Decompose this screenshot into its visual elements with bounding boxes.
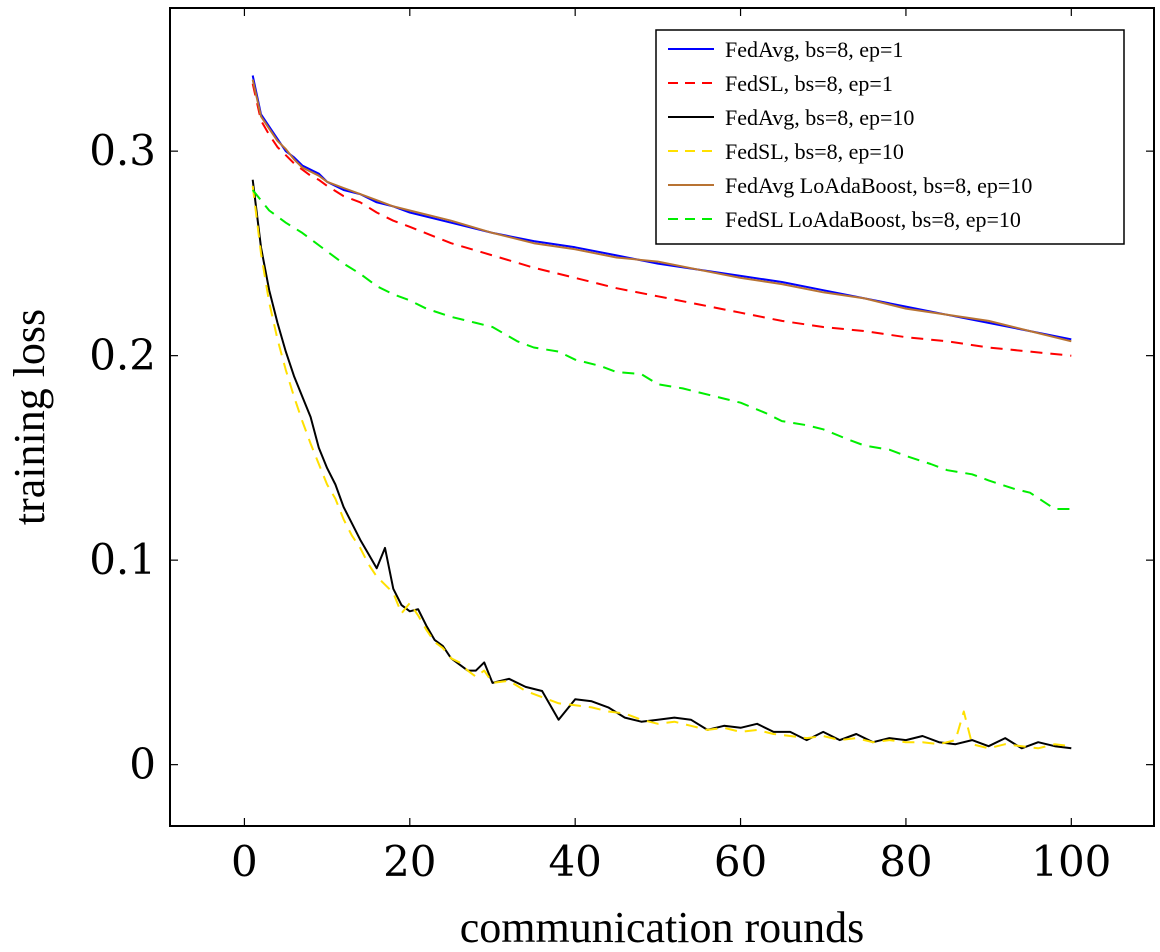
y-tick-label: 0.1 bbox=[89, 535, 156, 584]
y-tick-label: 0.2 bbox=[89, 331, 156, 380]
legend-label: FedSL, bs=8, ep=10 bbox=[725, 139, 904, 164]
x-tick-label: 80 bbox=[879, 837, 932, 886]
legend: FedAvg, bs=8, ep=1 FedSL, bs=8, ep=1 FedAv… bbox=[655, 29, 1125, 245]
legend-label: FedAvg, bs=8, ep=10 bbox=[725, 105, 914, 130]
x-tick-label: 60 bbox=[714, 837, 767, 886]
y-tick-label: 0.3 bbox=[89, 126, 156, 175]
series-line-3 bbox=[251, 179, 1072, 750]
x-tick-label: 40 bbox=[548, 837, 601, 886]
legend-label: FedSL LoAdaBoost, bs=8, ep=10 bbox=[725, 207, 1021, 232]
x-tick-label: 0 bbox=[231, 837, 258, 886]
y-tick-label: 0 bbox=[129, 740, 156, 789]
x-tick-label: 20 bbox=[383, 837, 436, 886]
x-ticks: 0 20 40 60 80 100 bbox=[231, 8, 1111, 886]
legend-box bbox=[655, 29, 1125, 245]
y-axis-label: training loss bbox=[5, 309, 54, 525]
y-ticks: 0 0.1 0.2 0.3 bbox=[89, 126, 1154, 789]
series-line-2 bbox=[251, 83, 1072, 357]
legend-label: FedAvg LoAdaBoost, bs=8, ep=10 bbox=[725, 173, 1032, 198]
plot-frame bbox=[169, 7, 1155, 827]
plot-lines bbox=[251, 75, 1072, 750]
legend-label: FedSL, bs=8, ep=1 bbox=[725, 71, 893, 96]
legend-label: FedAvg, bs=8, ep=1 bbox=[725, 37, 903, 62]
series-line-4 bbox=[251, 185, 1072, 750]
series-line-6 bbox=[251, 189, 1072, 510]
series-line-5 bbox=[251, 79, 1072, 343]
x-axis-label: communication rounds bbox=[460, 903, 865, 952]
x-tick-label: 100 bbox=[1031, 837, 1111, 886]
